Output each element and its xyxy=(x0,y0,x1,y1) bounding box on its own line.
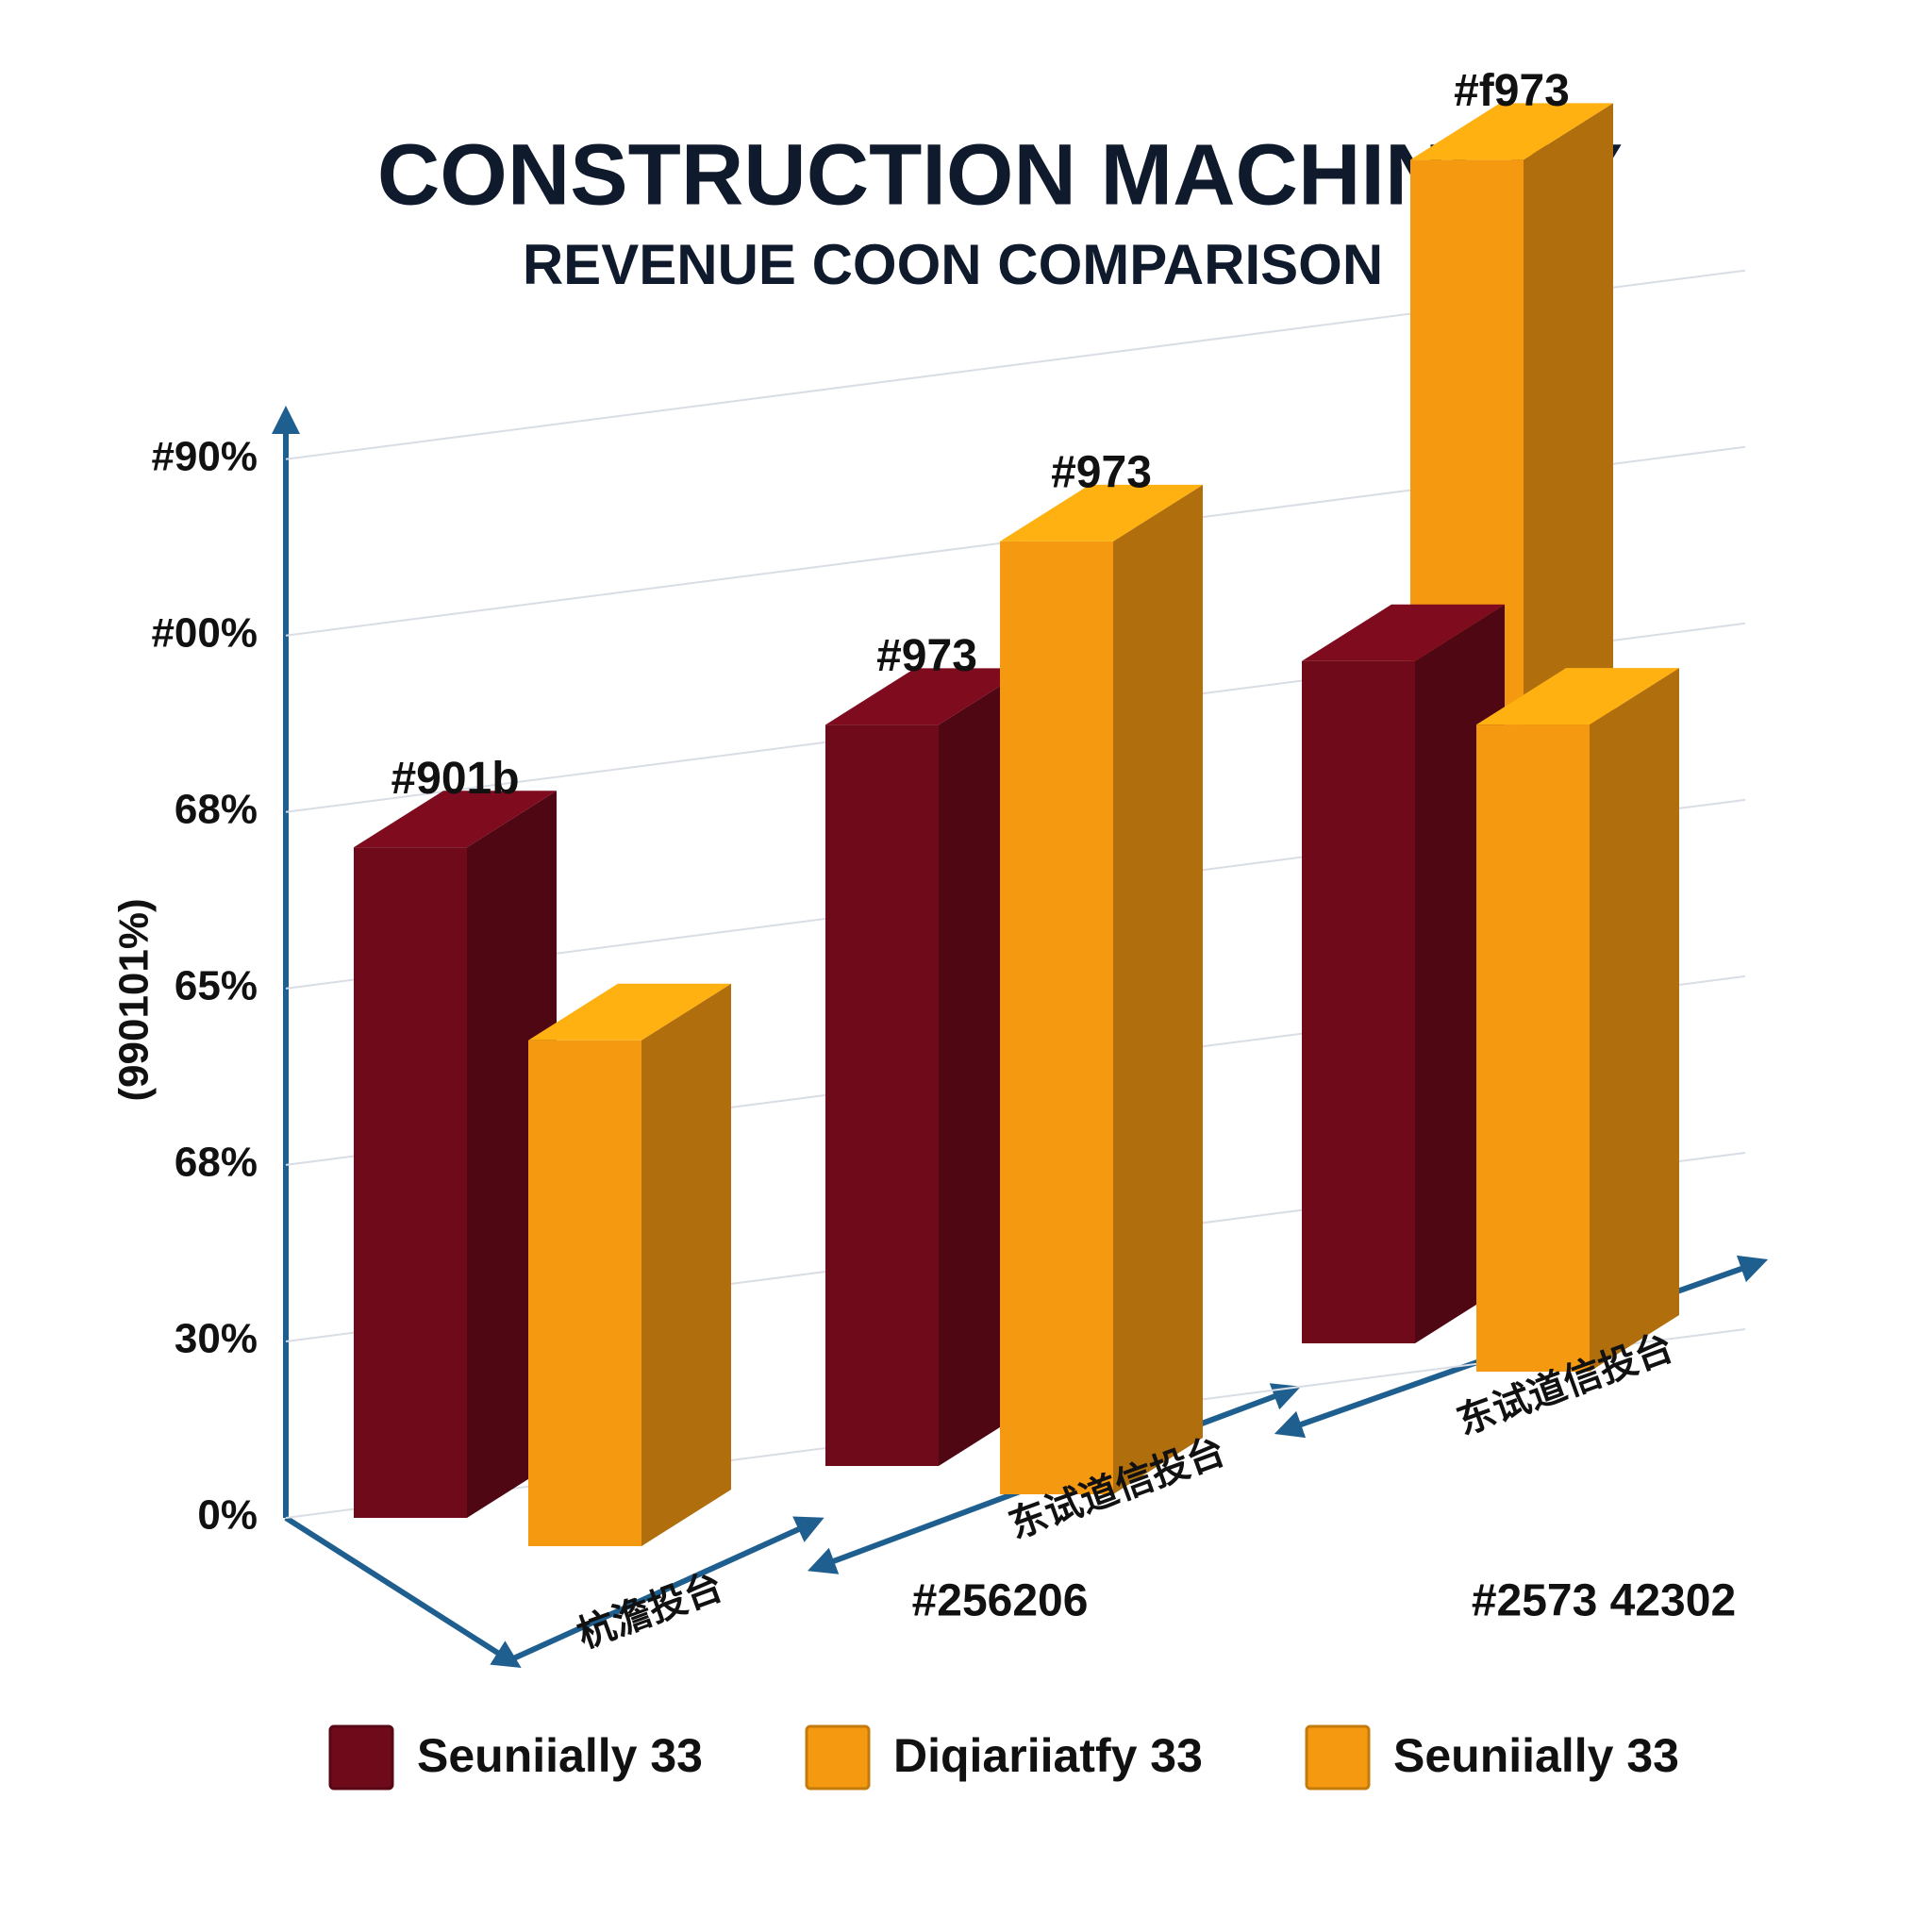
chart-subtitle: REVENUE COON COMPARISON xyxy=(523,233,1383,296)
legend-label: Diqiariiatfy 33 xyxy=(893,1729,1203,1782)
y-tick-label: #90% xyxy=(151,433,258,479)
bar-front xyxy=(825,724,939,1466)
bar-top xyxy=(528,983,731,1041)
bar-front xyxy=(1302,660,1415,1343)
bar-top xyxy=(1302,604,1505,661)
bar xyxy=(825,668,1028,1466)
legend-swatch xyxy=(328,1724,394,1790)
annotation: #2573 42302 xyxy=(1472,1576,1736,1626)
bar-top xyxy=(825,668,1028,725)
bar xyxy=(354,791,557,1518)
annotation: #973 xyxy=(876,631,977,681)
y-axis-label: (990101%) xyxy=(111,898,158,1101)
bar xyxy=(1302,604,1505,1343)
bar-front xyxy=(528,1040,641,1546)
bar-front xyxy=(1476,724,1590,1372)
y-tick-label: 30% xyxy=(175,1316,258,1362)
x-axis xyxy=(284,1515,522,1669)
bar-front xyxy=(1000,541,1113,1494)
y-tick-label: 68% xyxy=(175,1140,258,1186)
annotation: #f973 xyxy=(1454,66,1570,116)
y-tick-label: 65% xyxy=(175,962,258,1008)
bar-top xyxy=(354,791,557,848)
bar-top xyxy=(1476,668,1679,725)
annotation: #256206 xyxy=(912,1576,1089,1626)
legend-label: Seuniially 33 xyxy=(417,1729,703,1782)
bar xyxy=(1476,668,1679,1372)
bar-side xyxy=(1590,668,1679,1372)
y-tick-label: #00% xyxy=(151,609,258,656)
bar xyxy=(1000,484,1203,1495)
legend-swatch xyxy=(1305,1724,1371,1790)
annotation: #901b xyxy=(391,754,519,804)
bar-top xyxy=(1000,484,1203,541)
bar xyxy=(528,983,731,1546)
bar-front xyxy=(354,847,467,1518)
legend-swatch xyxy=(805,1724,871,1790)
legend-label: Seuniially 33 xyxy=(1393,1729,1679,1782)
annotation: #973 xyxy=(1051,448,1152,498)
y-tick-label: 0% xyxy=(197,1492,258,1539)
y-tick-label: 68% xyxy=(175,786,258,832)
bar-side xyxy=(641,983,731,1546)
bar-side xyxy=(1113,484,1203,1495)
x-tick-label: 杭澹投台 xyxy=(572,1566,727,1657)
x-axis-arrow xyxy=(508,1516,824,1663)
bar-top xyxy=(1410,103,1613,160)
